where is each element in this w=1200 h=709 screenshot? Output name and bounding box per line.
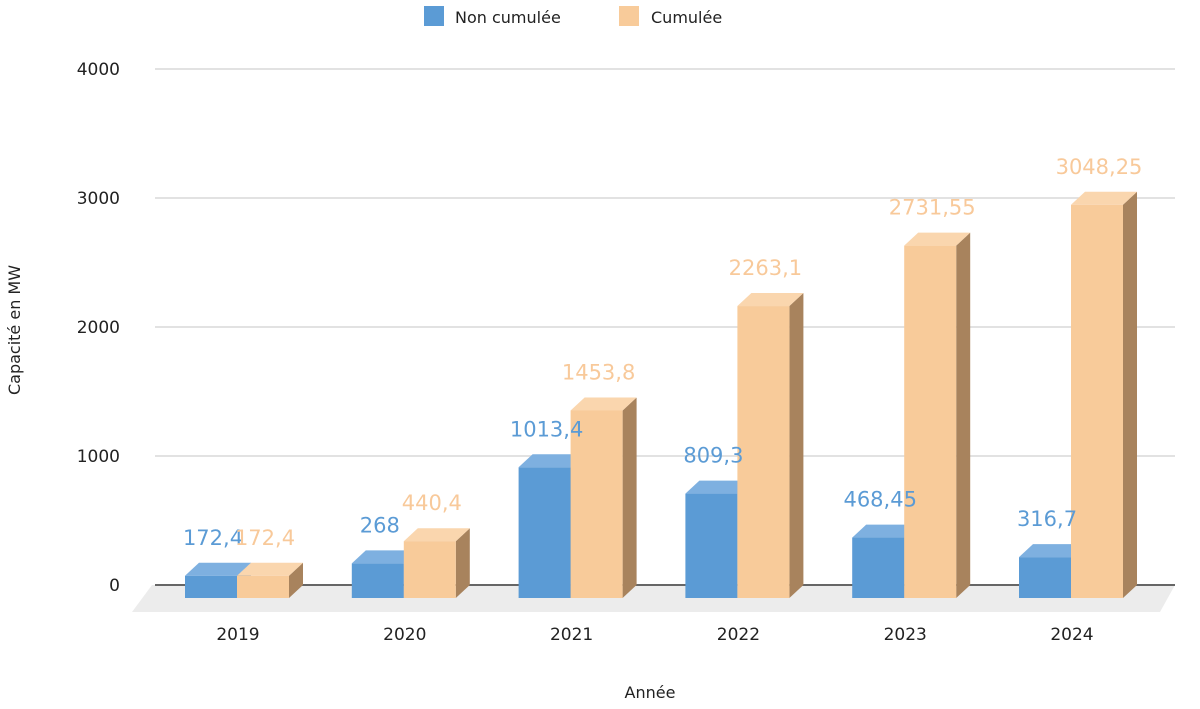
bar-non-cumulee-2019 [185, 562, 251, 598]
bar-side [1123, 191, 1137, 598]
y-tick-label: 2000 [77, 318, 120, 338]
data-label: 1453,8 [562, 360, 635, 384]
data-label: 809,3 [683, 444, 743, 468]
bar-cumulee-2020 [403, 528, 470, 598]
bar-front [685, 493, 738, 598]
bar-top [1071, 191, 1137, 205]
data-label: 316,7 [1017, 507, 1077, 531]
bar-top [852, 524, 919, 538]
x-tick-label: 2022 [717, 625, 760, 645]
x-tick-label: 2019 [216, 625, 259, 645]
bar-front [737, 306, 790, 598]
bar-top [1019, 544, 1085, 558]
bar-top [518, 454, 585, 468]
data-label: 2731,55 [889, 196, 976, 220]
bar-top [351, 550, 418, 564]
y-tick-label: 4000 [77, 60, 120, 80]
data-label: 440,4 [402, 491, 462, 515]
bar-cumulee-2023 [904, 232, 971, 598]
data-label: 172,4 [183, 526, 243, 550]
bar-cumulee-2024 [1071, 191, 1137, 598]
bar-front [570, 410, 623, 598]
bar-top [570, 397, 637, 411]
bar-front [403, 541, 456, 598]
legend-swatch-cumulee [619, 6, 639, 26]
x-tick-label: 2020 [383, 625, 426, 645]
x-tick-label: 2021 [550, 625, 593, 645]
bar-top [237, 562, 303, 576]
bar-cumulee-2021 [570, 397, 637, 598]
bar-front [852, 537, 905, 598]
bar-side [956, 232, 971, 598]
bar-front [185, 575, 237, 598]
bar-top [904, 232, 971, 246]
x-tick-label: 2023 [884, 625, 927, 645]
y-tick-label: 1000 [77, 447, 120, 467]
legend-swatch-non-cumulee [424, 6, 444, 26]
bar-front [237, 575, 289, 598]
data-label: 2263,1 [729, 256, 802, 280]
bar-side [289, 562, 303, 598]
y-axis-title: Capacité en MW [5, 265, 24, 395]
bar-front [1019, 557, 1071, 598]
bar-top [737, 293, 804, 307]
legend-label-non-cumulee: Non cumulée [455, 8, 561, 27]
data-label: 268 [360, 513, 400, 537]
bar-front [1071, 204, 1123, 598]
x-axis-title: Année [625, 683, 676, 702]
bar-side [455, 528, 470, 598]
x-tick-label: 2024 [1050, 625, 1093, 645]
data-label: 172,4 [235, 526, 295, 550]
data-label: 1013,4 [510, 417, 583, 441]
bar-side [789, 293, 804, 598]
data-label: 3048,25 [1056, 155, 1143, 179]
y-tick-label: 3000 [77, 189, 120, 209]
bar-front [904, 245, 957, 598]
bar-front [351, 563, 404, 598]
legend-label-cumulee: Cumulée [651, 8, 722, 27]
data-label: 468,45 [843, 488, 916, 512]
bar-front [518, 467, 571, 598]
bar-top [685, 480, 752, 494]
legend: Non cumulée Cumulée [424, 6, 722, 27]
y-tick-label: 0 [109, 576, 120, 596]
bar-cumulee-2019 [237, 562, 303, 598]
bar-top [403, 528, 470, 542]
bar-side [622, 397, 637, 598]
bar-cumulee-2022 [737, 293, 804, 598]
bar-top [185, 562, 251, 576]
